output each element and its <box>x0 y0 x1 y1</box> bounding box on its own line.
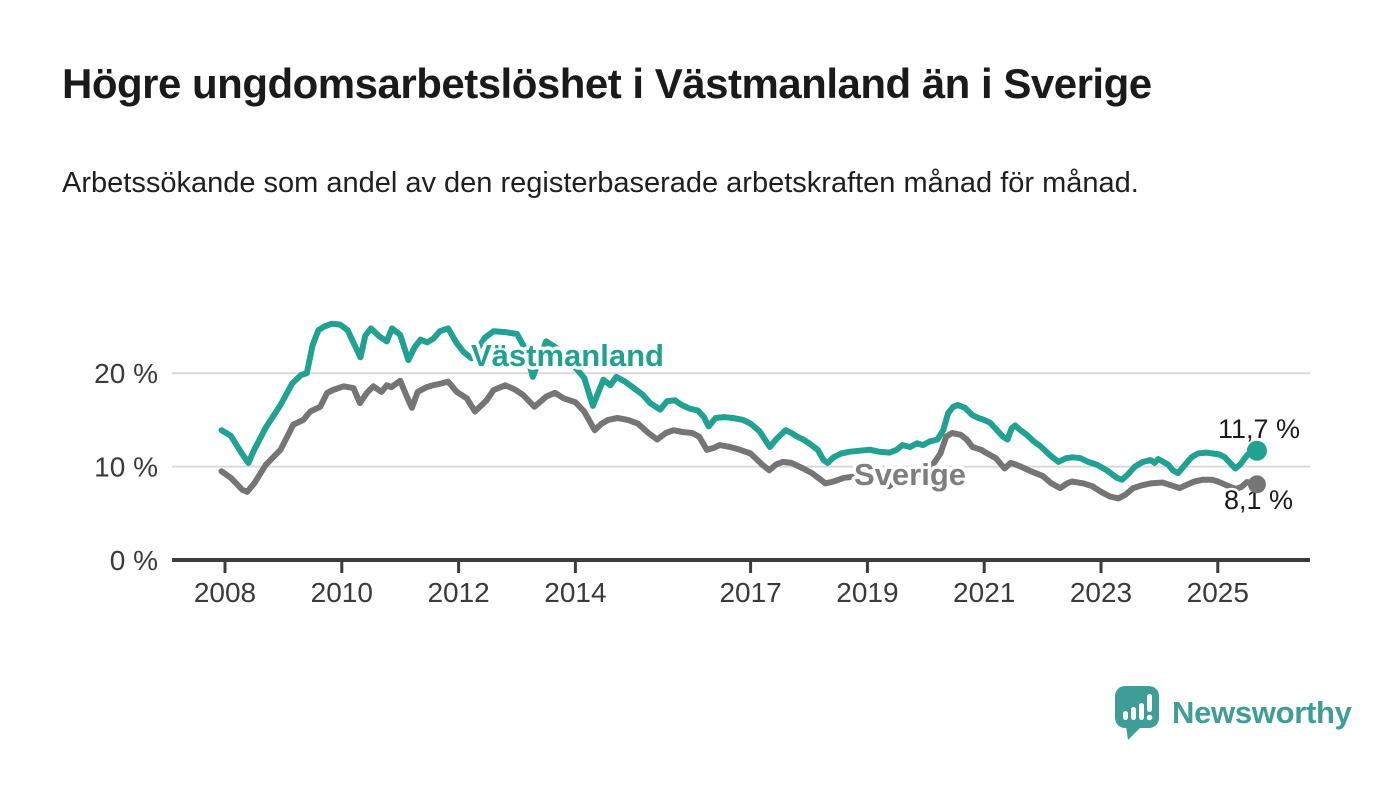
y-tick-label: 10 % <box>94 452 158 483</box>
logo-bar-small <box>1123 711 1128 720</box>
logo-bar-tall <box>1139 703 1144 720</box>
x-tick-label: 2014 <box>544 577 606 608</box>
logo-exclamation-bar <box>1147 694 1152 712</box>
x-tick-label: 2023 <box>1070 577 1132 608</box>
logo-bubble <box>1115 686 1159 728</box>
logo-bar-medium <box>1131 707 1136 720</box>
y-tick-label: 0 % <box>110 545 158 576</box>
series-end-dots <box>1246 440 1267 494</box>
series-label-vastmanland: Västmanland <box>471 338 664 373</box>
gridlines <box>172 372 1310 468</box>
logo-bubble-tail <box>1126 726 1142 740</box>
x-tick-label: 2017 <box>719 577 781 608</box>
logo-wordmark: Newsworthy <box>1172 695 1352 730</box>
series-line-västmanland <box>218 320 1260 483</box>
x-tick-label: 2019 <box>836 577 898 608</box>
x-tick-label: 2010 <box>311 577 373 608</box>
x-tick-label: 2025 <box>1187 577 1249 608</box>
x-axis-ticks: 2008 2010 2012 2014 2017 2019 2021 2023 2025 <box>194 560 1249 608</box>
series-lines <box>218 320 1260 502</box>
y-axis-labels: 20 % 10 % 0 % <box>94 358 158 576</box>
series-line-sverige <box>218 377 1260 502</box>
logo-exclamation-dot <box>1146 714 1153 721</box>
x-tick-label: 2008 <box>194 577 256 608</box>
series-label-sverige: Sverige <box>854 457 966 492</box>
bar-chart-speech-bubble-icon <box>1115 686 1159 740</box>
y-tick-label: 20 % <box>94 358 158 389</box>
page-title: Högre ungdomsarbetslöshet i Västmanland … <box>62 60 1152 107</box>
page-subtitle: Arbetssökande som andel av den registerb… <box>62 167 1139 199</box>
x-tick-label: 2012 <box>427 577 489 608</box>
end-value-label-vastmanland: 11,7 % <box>1218 414 1300 444</box>
series-end-dot-västmanland <box>1246 440 1267 461</box>
newsworthy-logo: Newsworthy <box>1114 684 1352 742</box>
x-tick-label: 2021 <box>953 577 1015 608</box>
series-end-dot-sverige <box>1247 475 1266 494</box>
end-value-label-sverige: 8,1 % <box>1224 485 1293 515</box>
